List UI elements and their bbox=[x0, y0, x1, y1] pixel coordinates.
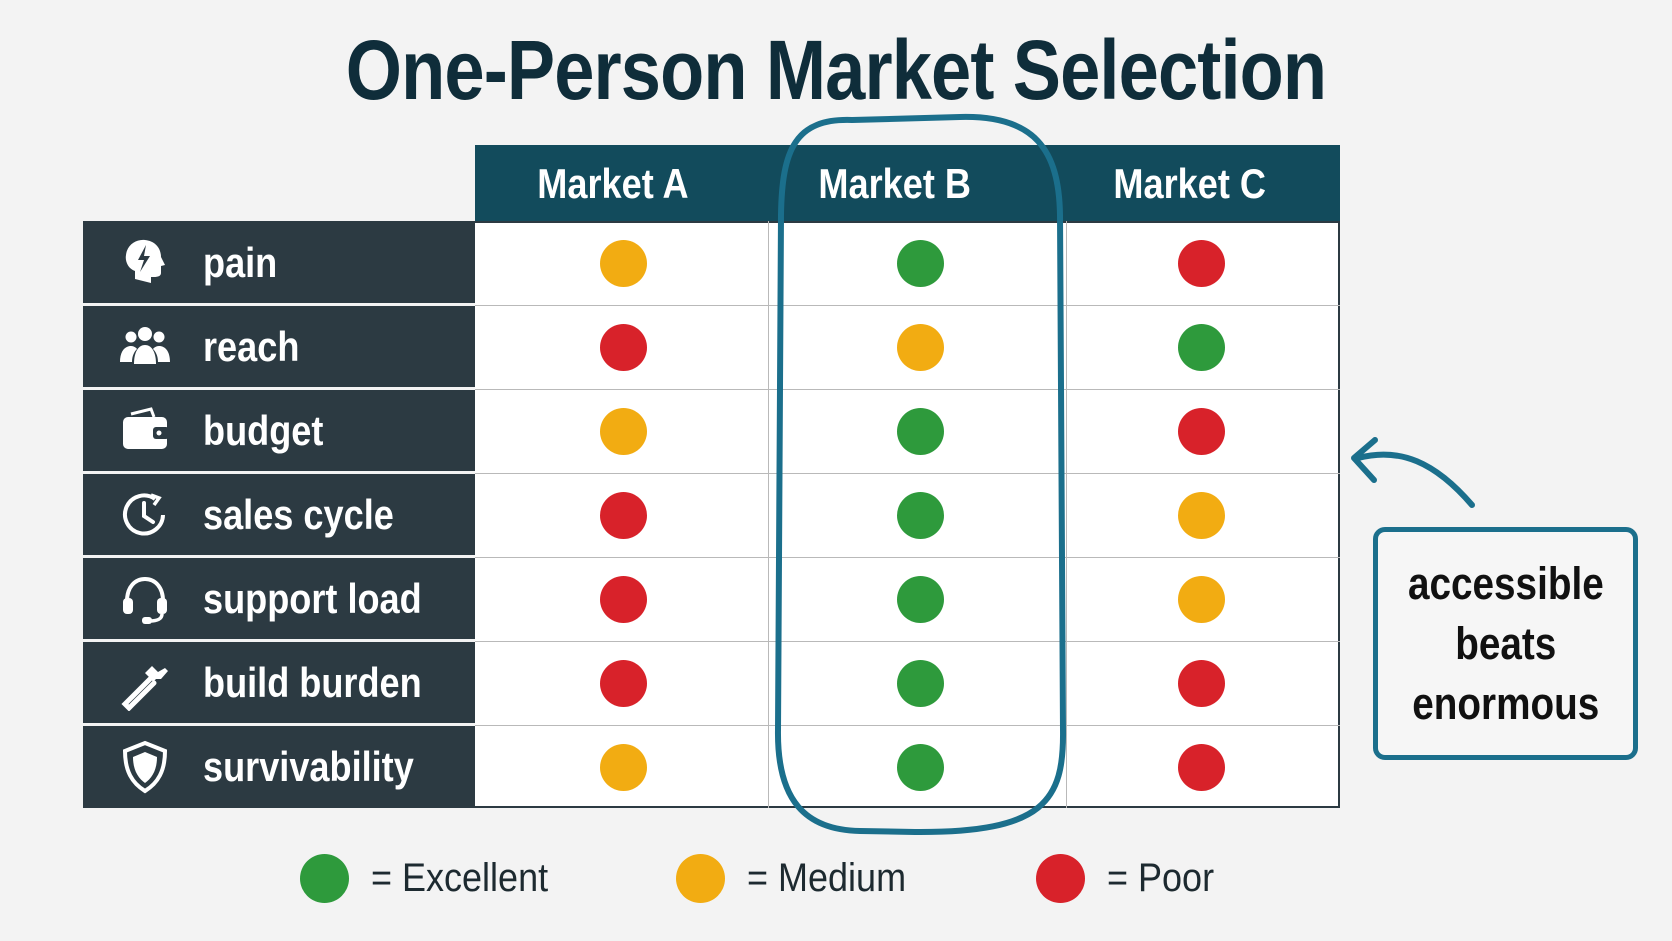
callout-line: enormous bbox=[1411, 677, 1600, 729]
grid-hline bbox=[475, 473, 1340, 474]
row-label-text: sales cycle bbox=[203, 491, 394, 538]
headset-icon bbox=[105, 557, 185, 641]
row-label-budget: budget bbox=[83, 389, 475, 473]
column-header-market-a: Market A bbox=[475, 145, 750, 222]
row-label-text: support load bbox=[203, 575, 422, 622]
row-separator bbox=[83, 555, 475, 558]
column-header-market-b: Market B bbox=[750, 145, 1040, 222]
row-separator bbox=[83, 303, 475, 306]
rating-dot-reach-1 bbox=[600, 324, 647, 371]
grid-hline bbox=[475, 305, 1340, 306]
head-lightning-icon bbox=[105, 221, 185, 305]
rating-dot-support-load-1 bbox=[600, 576, 647, 623]
arrow-head bbox=[1351, 437, 1378, 483]
grid-hline bbox=[475, 389, 1340, 390]
row-separator bbox=[83, 471, 475, 474]
row-separator bbox=[83, 639, 475, 642]
rating-dot-support-load-3 bbox=[1178, 576, 1225, 623]
row-separator bbox=[83, 723, 475, 726]
rating-dot-budget-2 bbox=[897, 408, 944, 455]
rating-dot-pain-1 bbox=[600, 240, 647, 287]
row-label-text: budget bbox=[203, 407, 324, 454]
wallet-icon bbox=[105, 389, 185, 473]
callout-arrow bbox=[1355, 451, 1475, 508]
rating-dot-support-load-2 bbox=[897, 576, 944, 623]
rating-dot-pain-3 bbox=[1178, 240, 1225, 287]
rating-dot-reach-3 bbox=[1178, 324, 1225, 371]
shield-icon bbox=[105, 725, 185, 809]
row-label-reach: reach bbox=[83, 305, 475, 389]
grid-hline bbox=[475, 641, 1340, 642]
row-labels-panel bbox=[83, 221, 475, 808]
people-group-icon bbox=[105, 305, 185, 389]
rating-dot-survivability-1 bbox=[600, 744, 647, 791]
legend-excellent: = Excellent bbox=[300, 850, 568, 906]
rating-dot-reach-2 bbox=[897, 324, 944, 371]
page-title: One-Person Market Selection bbox=[345, 23, 1327, 117]
rating-dot-build-burden-3 bbox=[1178, 660, 1225, 707]
rating-dot-build-burden-2 bbox=[897, 660, 944, 707]
rating-dot-budget-1 bbox=[600, 408, 647, 455]
row-label-text: pain bbox=[203, 239, 278, 286]
rating-dot-survivability-2 bbox=[897, 744, 944, 791]
row-separator bbox=[83, 387, 475, 390]
column-header-market-c: Market C bbox=[1040, 145, 1340, 222]
rating-dot-pain-2 bbox=[897, 240, 944, 287]
clock-cycle-icon bbox=[105, 473, 185, 557]
row-label-text: survivability bbox=[203, 743, 414, 790]
grid-vline bbox=[768, 221, 769, 808]
row-label-survivability: survivability bbox=[83, 725, 475, 809]
row-label-sales-cycle: sales cycle bbox=[83, 473, 475, 557]
legend-dot-medium bbox=[676, 853, 725, 903]
rating-dot-survivability-3 bbox=[1178, 744, 1225, 791]
row-label-build-burden: build burden bbox=[83, 641, 475, 725]
callout-line: accessible bbox=[1407, 557, 1604, 609]
legend-dot-excellent bbox=[300, 853, 349, 903]
grid-hline bbox=[475, 557, 1340, 558]
rating-dot-sales-cycle-1 bbox=[600, 492, 647, 539]
rating-dot-sales-cycle-3 bbox=[1178, 492, 1225, 539]
callout-box: accessible beats enormous bbox=[1373, 527, 1638, 760]
legend-dot-poor bbox=[1036, 853, 1085, 903]
callout-line: beats bbox=[1454, 617, 1557, 669]
row-label-text: build burden bbox=[203, 659, 422, 706]
rating-dot-budget-3 bbox=[1178, 408, 1225, 455]
row-label-support-load: support load bbox=[83, 557, 475, 641]
rating-dot-build-burden-1 bbox=[600, 660, 647, 707]
row-label-text: reach bbox=[203, 323, 300, 370]
grid-hline bbox=[475, 725, 1340, 726]
grid-vline bbox=[1066, 221, 1067, 808]
hammer-icon bbox=[105, 641, 185, 725]
row-label-pain: pain bbox=[83, 221, 475, 305]
legend-poor: = Poor bbox=[1036, 850, 1226, 906]
legend-medium: = Medium bbox=[676, 850, 924, 906]
rating-dot-sales-cycle-2 bbox=[897, 492, 944, 539]
